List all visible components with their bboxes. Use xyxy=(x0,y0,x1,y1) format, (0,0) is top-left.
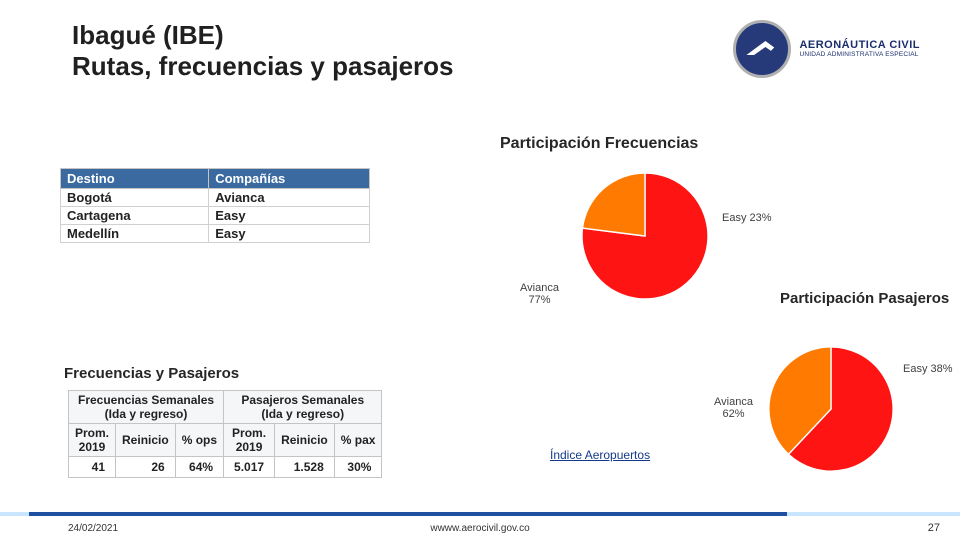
section-title-freq-participation: Participación Frecuencias xyxy=(500,135,698,153)
destinations-table: Destino Compañías Bogotá Avianca Cartage… xyxy=(60,168,370,243)
section-title-pax-participation: Participación Pasajeros xyxy=(780,290,949,307)
freq-pax-table: Frecuencias Semanales(Ida y regreso) Pas… xyxy=(68,390,382,478)
page-title-line1: Ibagué (IBE) xyxy=(72,20,454,51)
pie2-label-easy: Easy 38% xyxy=(903,363,953,375)
pie-chart-frecuencias xyxy=(575,166,715,306)
logo-icon xyxy=(733,20,791,78)
section-title-freq-pax: Frecuencias y Pasajeros xyxy=(64,365,239,382)
footer-date: 24/02/2021 xyxy=(68,523,118,534)
logo-block: AERONÁUTICA CIVIL UNIDAD ADMINISTRATIVA … xyxy=(733,20,920,78)
pie2-label-avianca: Avianca62% xyxy=(714,396,753,420)
footer-page: 27 xyxy=(928,522,940,534)
footer-url: wwww.aerocivil.gov.co xyxy=(430,523,529,534)
table-row: Bogotá Avianca xyxy=(61,189,370,207)
dest-header-destino: Destino xyxy=(61,169,209,189)
pie-chart-pasajeros xyxy=(762,340,900,478)
pie1-label-avianca: Avianca77% xyxy=(520,282,559,306)
pie1-label-easy: Easy 23% xyxy=(722,212,772,224)
page-title-line2: Rutas, frecuencias y pasajeros xyxy=(72,51,454,82)
link-indice-aeropuertos[interactable]: Índice Aeropuertos xyxy=(550,448,650,462)
table-row: Cartagena Easy xyxy=(61,207,370,225)
dest-header-companias: Compañías xyxy=(209,169,370,189)
table-row: 41 26 64% 5.017 1.528 30% xyxy=(69,457,382,478)
pax-group-header: Pasajeros Semanales(Ida y regreso) xyxy=(224,391,382,424)
logo-sub: UNIDAD ADMINISTRATIVA ESPECIAL xyxy=(799,51,920,58)
freq-group-header: Frecuencias Semanales(Ida y regreso) xyxy=(69,391,224,424)
table-row: Medellín Easy xyxy=(61,225,370,243)
footer-bar xyxy=(0,512,960,516)
logo-name: AERONÁUTICA CIVIL xyxy=(799,39,920,51)
